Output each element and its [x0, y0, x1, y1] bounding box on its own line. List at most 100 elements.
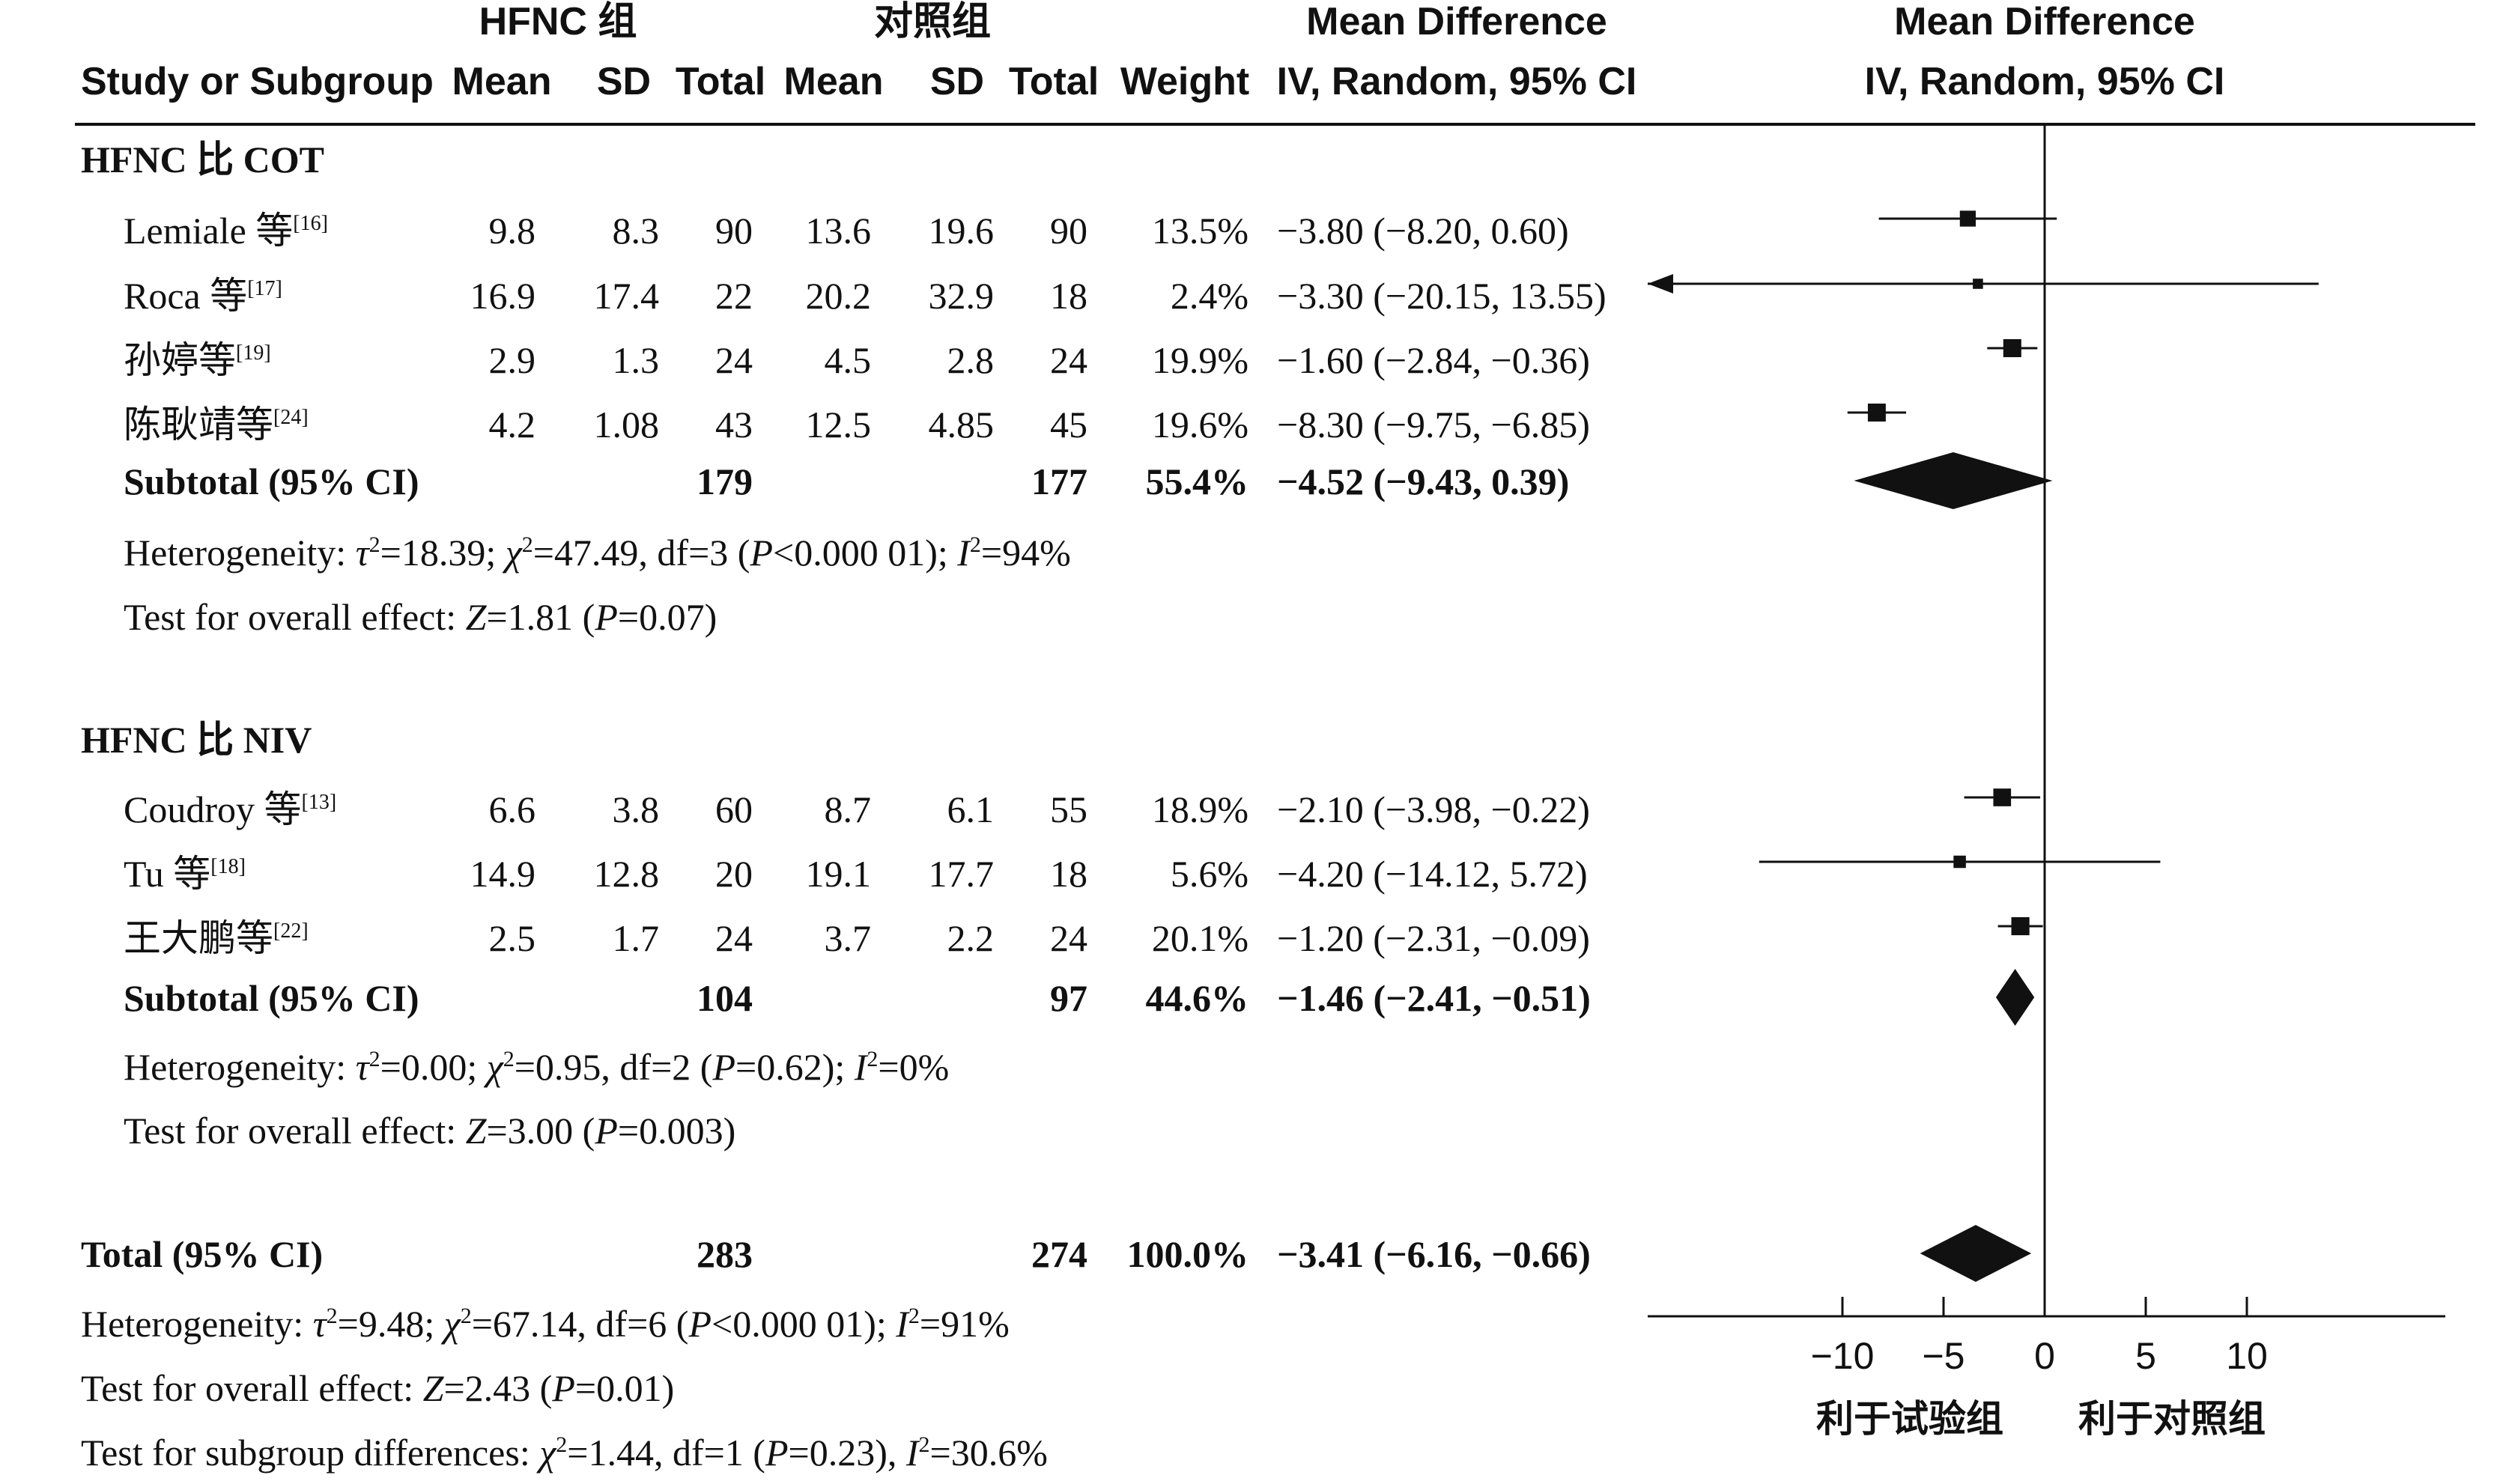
subtotal-ci: −1.46 (−2.41, −0.51): [1277, 977, 1591, 1019]
study-ref: [16]: [293, 212, 328, 235]
total-ci: −3.41 (−6.16, −0.66): [1277, 1233, 1591, 1275]
md-header-top: Mean Difference: [1306, 0, 1607, 43]
cell-total1: 22: [715, 275, 753, 317]
cell-weight: 19.6%: [1152, 404, 1249, 445]
cell-ci: −3.30 (−20.15, 13.55): [1277, 275, 1607, 317]
total-label: Total (95% CI): [81, 1233, 323, 1275]
subgroup-title: HFNC 比 COT: [81, 139, 324, 180]
subtotal-total1: 179: [697, 460, 753, 502]
plot-area: −10 −5 0 5 10 利于试验组 利于对照组: [1648, 124, 2445, 1440]
study-ref: [17]: [247, 277, 282, 300]
point-estimate: [1953, 855, 1966, 869]
cell-mean1: 9.8: [489, 210, 536, 252]
cell-mean2: 12.5: [806, 404, 872, 445]
cell-total2: 24: [1050, 339, 1087, 381]
cell-ci: −4.20 (−14.12, 5.72): [1277, 853, 1588, 895]
cell-total1: 60: [715, 788, 753, 830]
subgroup-title: HFNC 比 NIV: [81, 719, 312, 761]
subtotal-weight: 44.6%: [1146, 977, 1249, 1019]
subtotal-total2: 177: [1031, 460, 1087, 502]
cell-sd1: 1.7: [613, 917, 660, 959]
x-tick-label: 5: [2135, 1335, 2156, 1377]
cell-sd2: 32.9: [929, 275, 995, 317]
total-weight: 100.0%: [1127, 1233, 1249, 1275]
subtotal-ci: −4.52 (−9.43, 0.39): [1277, 460, 1569, 502]
study-header: Study or Subgroup: [81, 60, 434, 103]
cell-mean2: 19.1: [806, 853, 872, 895]
cell-mean2: 4.5: [825, 339, 872, 381]
cell-ci: −3.80 (−8.20, 0.60): [1277, 210, 1569, 252]
cell-total1: 24: [715, 339, 753, 381]
cell-total1: 90: [715, 210, 753, 252]
cell-total2: 55: [1050, 788, 1087, 830]
study-name-text: Coudroy 等: [124, 788, 302, 830]
method-header: IV, Random, 95% CI: [1277, 60, 1637, 103]
md-plot-header-top: Mean Difference: [1894, 0, 2195, 43]
cell-sd2: 6.1: [947, 788, 995, 830]
sd2-header: SD: [930, 60, 984, 103]
study-name-text: Tu 等: [124, 853, 210, 895]
cell-weight: 2.4%: [1171, 275, 1249, 317]
point-estimate: [1867, 404, 1886, 422]
study-ref: [19]: [236, 341, 271, 365]
hfnc-group-header: HFNC 组: [479, 0, 637, 43]
study-ref: [24]: [273, 406, 309, 429]
subtotal-total2: 97: [1050, 977, 1087, 1019]
cell-sd2: 4.85: [929, 404, 995, 445]
cell-weight: 13.5%: [1152, 210, 1249, 252]
x-tick-label: 10: [2226, 1335, 2268, 1377]
cell-sd2: 17.7: [929, 853, 995, 895]
study-name-text: 王大鹏等: [124, 917, 273, 959]
data-table: HFNC 比 COT Lemiale 等[16] 9.8 8.3 90 13.6 19.6 9…: [81, 139, 1607, 1474]
subtotal-diamond: [1995, 969, 2035, 1026]
subtotal-label: Subtotal (95% CI): [124, 460, 419, 502]
cell-mean2: 8.7: [825, 788, 872, 830]
cell-sd1: 8.3: [613, 210, 660, 252]
study-name: 陈耿靖等[24]: [124, 404, 309, 445]
cell-sd1: 1.3: [613, 339, 660, 381]
cell-weight: 5.6%: [1171, 853, 1249, 895]
cell-total2: 45: [1050, 404, 1087, 445]
study-ref: [13]: [302, 791, 337, 814]
cell-ci: −2.10 (−3.98, −0.22): [1277, 788, 1590, 830]
cell-ci: −8.30 (−9.75, −6.85): [1277, 404, 1590, 445]
study-name: 王大鹏等[22]: [124, 917, 309, 959]
overall-effect-text: Test for overall effect: Z=3.00 (P=0.003…: [124, 1110, 735, 1152]
study-name: Lemiale 等[16]: [124, 210, 328, 252]
overall-effect-text: Test for overall effect: Z=1.81 (P=0.07): [124, 596, 717, 638]
cell-sd1: 12.8: [594, 853, 660, 895]
cell-total2: 24: [1050, 917, 1087, 959]
cell-mean2: 13.6: [806, 210, 872, 252]
x-tick-label: −10: [1811, 1335, 1875, 1377]
cell-sd2: 2.8: [947, 339, 995, 381]
heterogeneity-text: Heterogeneity: τ2​=0.00; χ2​=0.95, df=2 …: [124, 1046, 949, 1088]
study-name-text: 陈耿靖等: [124, 404, 273, 445]
cell-mean1: 2.9: [489, 339, 536, 381]
cell-mean2: 3.7: [825, 917, 872, 959]
cell-total1: 43: [715, 404, 753, 445]
favours-left-label: 利于试验组: [1816, 1398, 2003, 1440]
cell-weight: 18.9%: [1152, 788, 1249, 830]
study-name-text: Lemiale 等: [124, 210, 293, 252]
point-estimate: [1993, 788, 2012, 806]
cell-total2: 18: [1050, 275, 1087, 317]
subtotal-total1: 104: [697, 977, 753, 1019]
total-total2: 274: [1031, 1233, 1087, 1275]
x-tick-label: 0: [2034, 1335, 2055, 1377]
study-name: Roca 等[17]: [124, 275, 282, 317]
favours-right-label: 利于对照组: [2078, 1398, 2266, 1440]
cell-sd1: 1.08: [594, 404, 660, 445]
cell-weight: 19.9%: [1152, 339, 1249, 381]
study-ref: [18]: [210, 855, 246, 878]
cell-mean2: 20.2: [806, 275, 872, 317]
total1-header: Total: [676, 60, 765, 103]
cell-sd1: 3.8: [613, 788, 660, 830]
subtotal-diamond: [1854, 452, 2053, 509]
footer-overall-effect: Test for overall effect: Z=2.43 (P=0.01): [81, 1367, 674, 1409]
cell-mean1: 6.6: [489, 788, 536, 830]
study-name: Coudroy 等[13]: [124, 788, 336, 830]
subtotal-weight: 55.4%: [1146, 460, 1249, 502]
cell-mean1: 4.2: [489, 404, 536, 445]
cell-weight: 20.1%: [1152, 917, 1249, 959]
